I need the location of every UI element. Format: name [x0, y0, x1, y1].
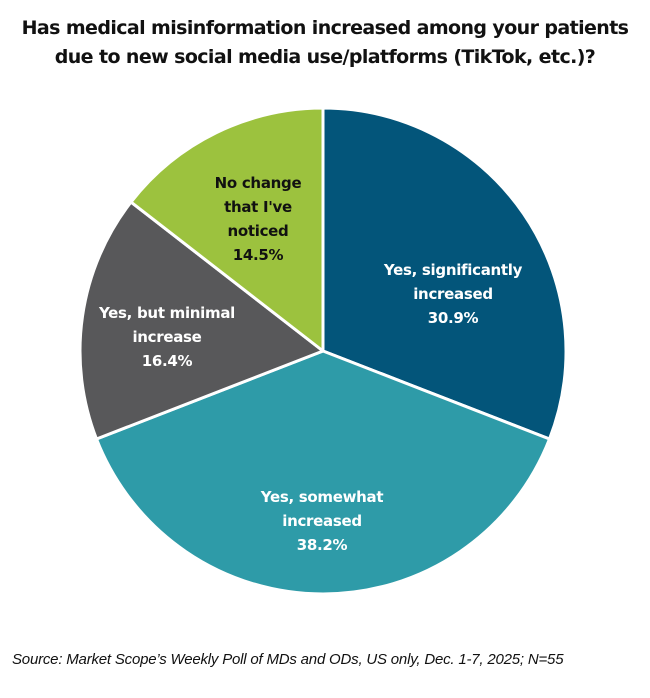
source-note: Source: Market Scope’s Weekly Poll of MD… [12, 651, 564, 668]
chart-title-line-1: Has medical misinformation increased amo… [21, 17, 629, 39]
chart-title: Has medical misinformation increased amo… [0, 14, 650, 72]
slice-label-somewhat-increased: Yes, somewhat increased 38.2% [260, 488, 384, 554]
slice-label-no-change: No change that I've noticed 14.5% [214, 174, 302, 264]
slice-minimal-increase [78, 200, 325, 441]
slice-label-minimal-increase: Yes, but minimal increase 16.4% [98, 304, 236, 370]
slice-significantly-increased [321, 106, 568, 441]
chart-title-line-2: due to new social media use/platforms (T… [54, 46, 596, 68]
slice-somewhat-increased [95, 349, 551, 596]
slice-label-significantly-increased: Yes, significantly increased 30.9% [383, 261, 523, 327]
slice-no-change [129, 106, 325, 353]
